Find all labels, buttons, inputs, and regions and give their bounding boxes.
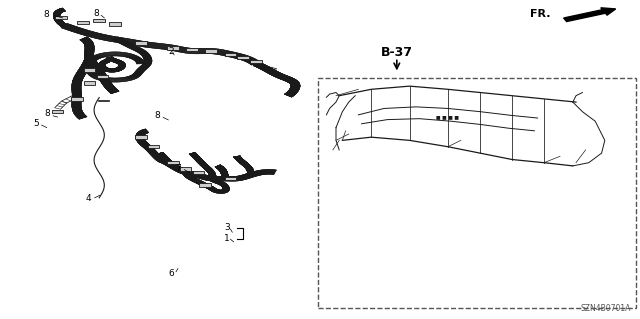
Bar [84,81,95,85]
Text: B-37: B-37 [381,46,413,59]
Bar [52,110,63,113]
Text: 7: 7 [175,164,180,173]
Bar [148,145,159,148]
Text: 8: 8 [44,10,49,19]
Bar [135,136,147,139]
Bar [84,69,95,72]
Bar [186,48,198,51]
Bar [135,41,147,45]
Bar [193,171,204,174]
Text: 4: 4 [86,194,91,203]
Bar [205,49,217,53]
Text: SZN4B0701A: SZN4B0701A [580,304,630,313]
Text: 6: 6 [169,269,174,278]
Text: 5: 5 [34,119,39,128]
Text: 3: 3 [225,223,230,232]
Bar [55,16,67,19]
Text: FR.: FR. [530,9,550,19]
Bar [250,60,262,63]
Bar [225,53,236,56]
Text: 8: 8 [154,111,159,120]
Bar [109,22,121,26]
Bar [93,19,105,22]
Text: 8: 8 [93,9,99,18]
Bar [167,46,179,49]
Bar [97,75,108,78]
Text: 8: 8 [45,109,50,118]
Text: ■ ■ ■ ■: ■ ■ ■ ■ [436,114,460,119]
Bar [71,97,83,100]
Text: 2: 2 [169,47,174,56]
Text: 1: 1 [225,234,230,243]
Bar [77,21,89,24]
FancyArrow shape [564,8,616,22]
Bar [237,56,249,59]
Bar [318,78,636,308]
Bar [167,161,179,164]
Bar [180,167,191,171]
Bar [225,177,236,180]
Bar [199,183,211,187]
